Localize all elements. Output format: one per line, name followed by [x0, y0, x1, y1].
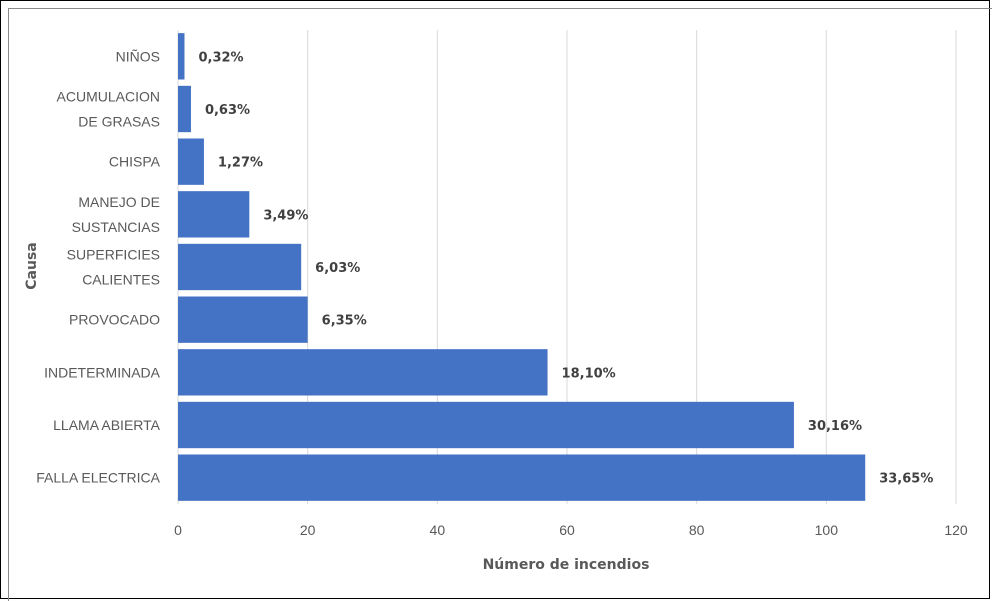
x-tick-label: 20: [300, 522, 316, 538]
data-label: 0,32%: [198, 50, 243, 65]
x-tick-labels: 0 20 40 60 80 100 120: [174, 522, 968, 538]
data-label: 3,49%: [263, 208, 308, 223]
x-tick-label: 0: [174, 522, 182, 538]
frame-inner-left-border: [8, 8, 9, 601]
category-label: NIÑOS: [116, 48, 160, 64]
bar: [178, 138, 204, 185]
bar: [178, 349, 548, 396]
bar: [178, 33, 185, 80]
data-label: 0,63%: [205, 103, 250, 118]
x-tick-label: 40: [430, 522, 446, 538]
bar: [178, 243, 302, 291]
category-label: INDETERMINADA: [44, 364, 161, 380]
data-label: 1,27%: [218, 156, 263, 171]
data-label: 6,03%: [315, 261, 360, 276]
category-label: PROVOCADO: [69, 312, 160, 328]
category-label: ACUMULACION: [57, 89, 160, 105]
x-tick-label: 120: [944, 522, 968, 538]
frame-inner-top-border: [8, 8, 992, 9]
x-tick-label: 60: [559, 522, 575, 538]
bar: [178, 85, 191, 133]
bar: [178, 401, 794, 449]
bars: [178, 33, 866, 501]
x-tick-label: 80: [689, 522, 705, 538]
category-label: MANEJO DE: [78, 194, 160, 210]
category-label: CALIENTES: [82, 272, 160, 288]
bar: [178, 191, 250, 238]
data-label: 30,16%: [808, 419, 862, 434]
bar: [178, 296, 308, 343]
category-label: CHISPA: [109, 154, 161, 170]
category-label: SUSTANCIAS: [72, 219, 160, 235]
category-label: LLAMA ABIERTA: [53, 417, 161, 433]
data-label: 18,10%: [562, 366, 616, 381]
data-label: 33,65%: [879, 472, 933, 487]
bar: [178, 454, 866, 501]
data-labels: 0,32% 0,63% 1,27% 3,49% 6,03% 6,35% 18,10% 30,1…: [198, 50, 933, 486]
data-label: 6,35%: [322, 314, 367, 329]
category-label: SUPERFICIES: [67, 247, 160, 263]
x-axis-title: Número de incendios: [483, 557, 650, 573]
category-label: FALLA ELECTRICA: [36, 470, 160, 486]
x-tick-label: 100: [815, 522, 839, 538]
y-axis-title: Causa: [24, 242, 40, 289]
category-label: DE GRASAS: [78, 114, 160, 130]
category-labels: NIÑOS ACUMULACION DE GRASAS CHISPA MANEJO DE…: [36, 48, 160, 485]
